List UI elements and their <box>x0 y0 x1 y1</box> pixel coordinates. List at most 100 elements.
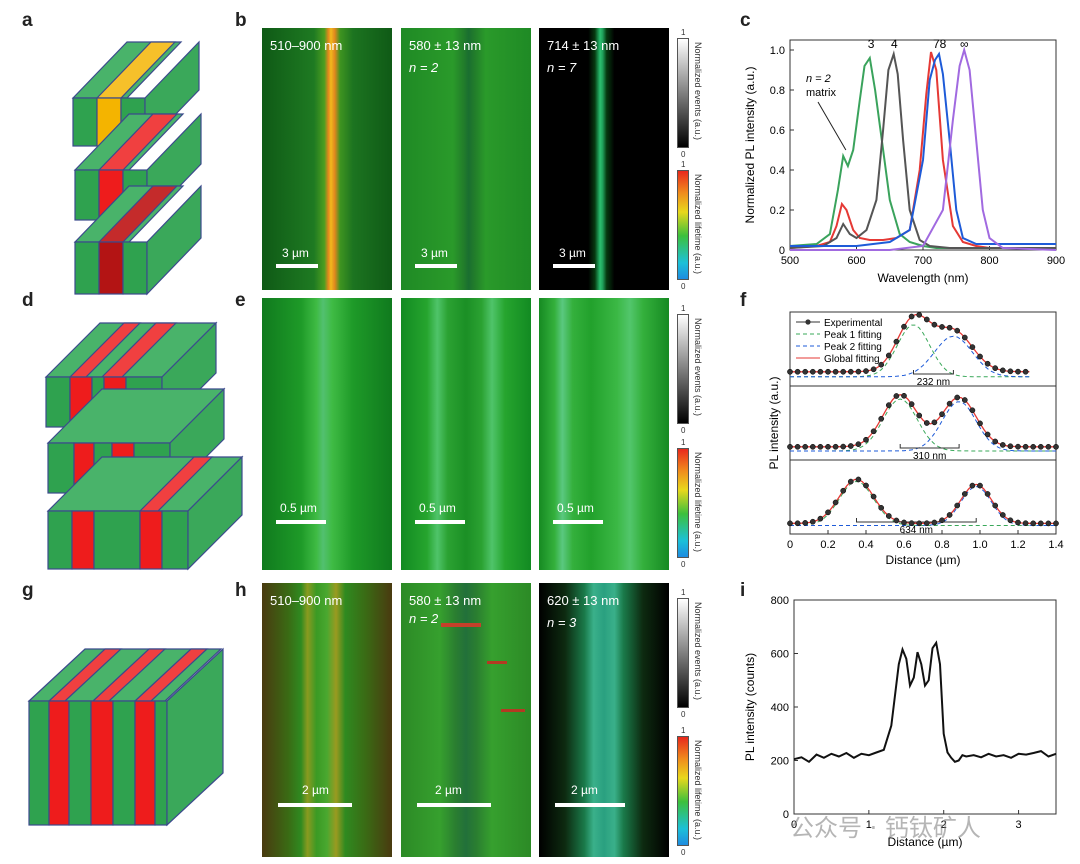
f-experimental-point <box>817 443 824 450</box>
h1-title: 510–900 nm <box>270 593 343 608</box>
f-experimental-point <box>992 502 999 509</box>
f-experimental-point <box>794 443 801 450</box>
f-xtick-label: 1.4 <box>1048 539 1063 551</box>
f-experimental-point <box>885 352 892 359</box>
f-experimental-point <box>1022 520 1029 527</box>
f-experimental-point <box>870 493 877 500</box>
f-experimental-point <box>878 415 885 422</box>
f-experimental-point <box>954 327 961 334</box>
f-experimental-point <box>961 397 968 403</box>
c-peak-label: 78 <box>933 37 947 51</box>
f-experimental-point <box>1030 443 1037 450</box>
f-separation-bracket <box>899 444 960 449</box>
watermark: 公众号 · 钙钛矿人 <box>790 814 981 842</box>
b1-title: 510–900 nm <box>270 38 343 53</box>
c-peak-label: ∞ <box>960 37 969 51</box>
panel-label-g: g <box>22 580 34 601</box>
image-h3: 620 ± 13 nm n = 3 2 µm <box>539 583 669 857</box>
colorbar-lifetime-b <box>677 170 689 280</box>
f-experimental-point <box>840 487 847 494</box>
f-experimental-point <box>855 476 862 483</box>
f-experimental-point <box>939 411 945 418</box>
i-plot-frame <box>793 599 1057 815</box>
f-experimental-point <box>870 428 877 435</box>
f-experimental-point <box>794 368 801 375</box>
f-experimental-point <box>946 400 953 407</box>
f-experimental-point <box>977 353 983 360</box>
h3-scalebar: 2 µm <box>571 783 598 797</box>
cb-h-life-min: 0 <box>681 848 686 857</box>
f-experimental-point <box>984 431 991 438</box>
f-peak2-fit <box>790 485 1056 526</box>
f-experimental-point <box>802 368 809 375</box>
schematic-d <box>44 321 244 571</box>
f-experimental-point <box>1045 443 1052 450</box>
f-subplot-frame <box>789 459 1057 535</box>
i-ylabel: PL intensity (counts) <box>743 653 757 761</box>
f-experimental-point <box>885 402 892 409</box>
panel-label-d: d <box>22 290 34 311</box>
panel-label-e: e <box>235 290 246 311</box>
f-experimental-point <box>840 443 847 450</box>
f-peak1-fit <box>789 481 1056 526</box>
i-ytick-label: 200 <box>771 756 789 768</box>
f-experimental-point <box>992 438 999 445</box>
b2-n: n = 2 <box>409 60 439 75</box>
colorbar-lifetime-e <box>677 448 689 558</box>
cb-b-events-max: 1 <box>681 28 686 37</box>
c-xtick-label: 700 <box>914 255 932 267</box>
f-xlabel: Distance (µm) <box>886 553 961 567</box>
f-experimental-point <box>832 443 839 450</box>
f-experimental-point <box>794 520 801 527</box>
i-ytick-label: 600 <box>771 649 789 661</box>
f-legend-label: Peak 1 fitting <box>824 330 882 341</box>
f-experimental-point <box>787 520 793 527</box>
panel-label-h: h <box>235 580 247 601</box>
f-xtick-label: 0.6 <box>896 539 911 551</box>
i-ytick-label: 0 <box>783 809 789 821</box>
cb-h-events-title: Normalized events (a.u.) <box>693 602 703 701</box>
panel-label-a: a <box>22 10 33 31</box>
f-experimental-point <box>1037 443 1044 450</box>
f-experimental-point <box>984 491 991 497</box>
c-series-line <box>790 46 1057 251</box>
f-experimental-point <box>1053 443 1059 450</box>
f-legend-label: Peak 2 fitting <box>824 342 882 353</box>
b2-title: 580 ± 13 nm <box>409 38 482 53</box>
cb-b-events-min: 0 <box>681 150 686 159</box>
cb-e-events-max: 1 <box>681 304 686 313</box>
f-experimental-point <box>916 412 923 419</box>
f-experimental-point <box>1007 517 1014 524</box>
schematic-g <box>27 647 224 827</box>
i-xtick-label: 0 <box>791 819 797 831</box>
i-xlabel: Distance (µm) <box>888 835 963 849</box>
f-experimental-point <box>931 321 938 328</box>
c-ytick-label: 1.0 <box>770 45 785 57</box>
h2-scalebar: 2 µm <box>435 783 462 797</box>
image-b1: 510–900 nm 3 µm <box>262 28 392 290</box>
f-separation-label: 232 nm <box>917 377 950 388</box>
b1-scalebar: 3 µm <box>282 246 309 260</box>
f-experimental-point <box>878 361 885 368</box>
chart-i-profile: 0 1 2 3 0 200 400 600 800 Distance (µm) PL intensi… <box>743 595 1057 849</box>
c-xtick-label: 900 <box>1047 255 1065 267</box>
cb-h-events-max: 1 <box>681 588 686 597</box>
f-separation-label: 634 nm <box>900 525 933 536</box>
i-xtick-label: 2 <box>941 819 947 831</box>
f-experimental-point <box>999 367 1006 374</box>
f-experimental-point <box>1015 368 1021 375</box>
f-experimental-point <box>999 512 1006 518</box>
f-xtick-label: 1.2 <box>1010 539 1025 551</box>
f-experimental-point <box>954 394 961 401</box>
f-legend-label: Global fitting <box>824 354 880 365</box>
b2-scalebar: 3 µm <box>421 246 448 260</box>
h1-scalebar: 2 µm <box>302 783 329 797</box>
c-ytick-label: 0.8 <box>770 85 785 97</box>
colorbar-events-e <box>677 314 689 424</box>
f-experimental-point <box>908 313 915 320</box>
f-experimental-point <box>878 504 885 511</box>
f-experimental-point <box>825 509 831 516</box>
f-experimental-point <box>1037 520 1044 527</box>
cb-e-life-title: Normalized lifetime (a.u.) <box>693 452 703 553</box>
f-ylabel: PL intensity (a.u.) <box>767 377 781 470</box>
